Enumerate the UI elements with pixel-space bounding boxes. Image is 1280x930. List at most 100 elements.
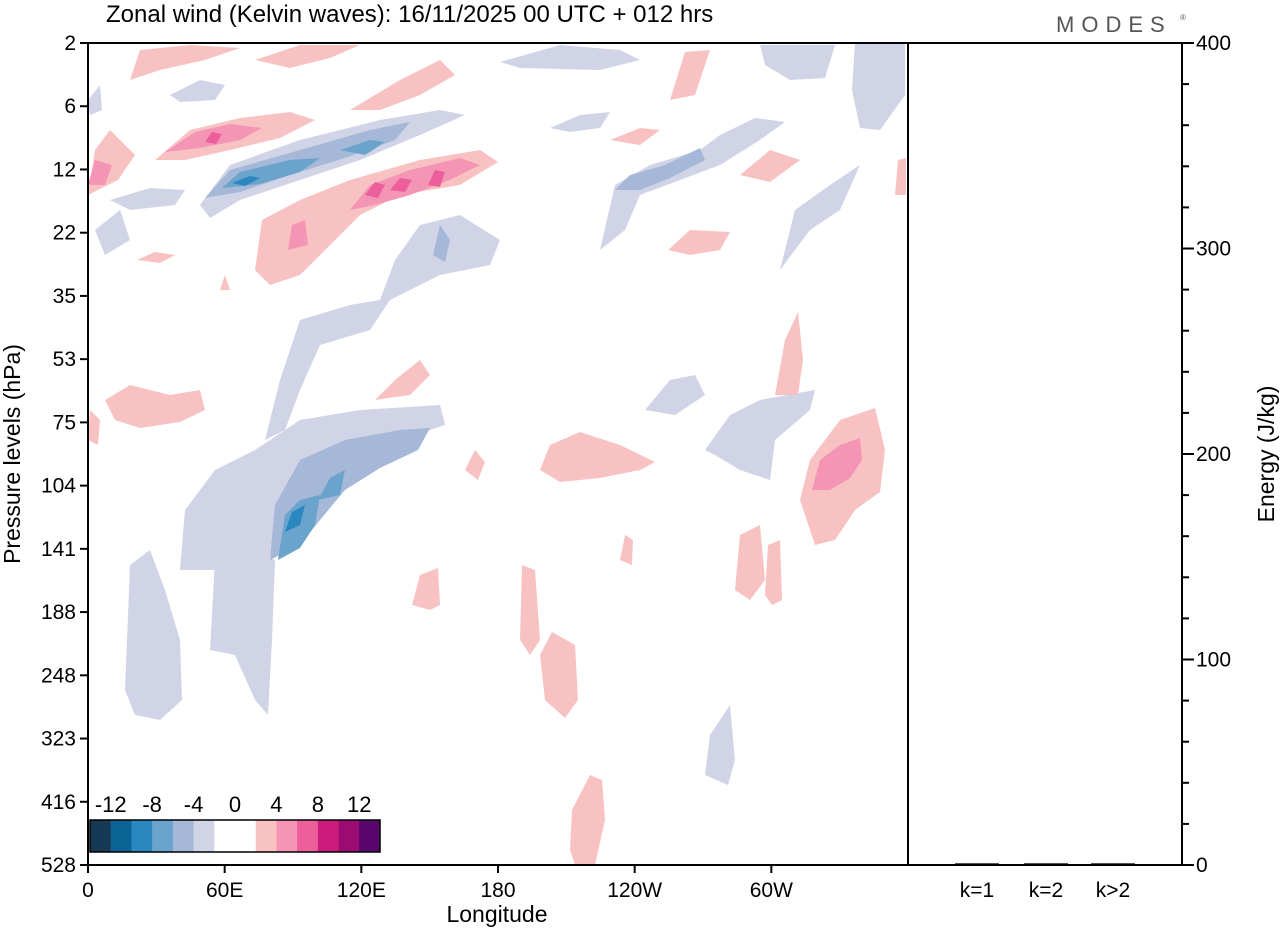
pos-contour-upper-band-l3c xyxy=(428,170,445,187)
pos-contour-upper-band-l2 xyxy=(350,158,480,210)
energy-tick-label: 0 xyxy=(1196,854,1208,877)
colorbar-swatch xyxy=(359,820,381,852)
pos-contour-mid-low-c xyxy=(540,632,578,718)
pos-contour-right-low-a xyxy=(735,525,765,600)
colorbar-label: 12 xyxy=(347,792,371,817)
pos-contour-small-d xyxy=(895,158,906,195)
colorbar-swatch xyxy=(193,820,215,852)
neg-contour-band-upper-a xyxy=(200,110,465,218)
pos-contour-top-left xyxy=(130,45,240,80)
pos-contour-mid-low-a xyxy=(412,568,440,610)
energy-bar xyxy=(1091,862,1135,864)
y-axis-title: Pressure levels (hPa) xyxy=(0,344,25,564)
energy-bar xyxy=(1024,862,1068,864)
neg-contour-right-lower-a xyxy=(645,375,705,415)
neg-contour-lower-core-l3b xyxy=(318,470,345,500)
pos-contour-upper-band-l3b xyxy=(390,178,412,192)
colorbar-label: 4 xyxy=(270,792,282,817)
pos-contour-upper-band-l2b xyxy=(288,220,308,250)
energy-tick-label: 300 xyxy=(1196,238,1231,261)
colorbar-swatch xyxy=(90,820,112,852)
pos-contour-top-center xyxy=(255,45,360,68)
neg-contour-top-right xyxy=(760,45,835,80)
energy-axis-title: Energy (J/kg) xyxy=(1253,386,1279,523)
y-tick-label: 323 xyxy=(41,728,76,751)
neg-contour-upper-right xyxy=(852,43,905,130)
neg-contour-right-lower-b xyxy=(705,390,815,480)
y-tick-label: 53 xyxy=(53,348,76,371)
energy-bar xyxy=(955,862,999,864)
pos-contour-right-mid-b xyxy=(465,450,485,480)
neg-contour-mid-l2 xyxy=(433,225,450,262)
pos-contour-left-edge-mid xyxy=(88,410,100,445)
y-tick-label: 2 xyxy=(64,32,76,55)
colorbar-swatch xyxy=(110,820,132,852)
colorbar-label: 8 xyxy=(312,792,324,817)
x-tick-label: 60E xyxy=(206,879,243,902)
x-tick-label: 120W xyxy=(607,879,662,902)
neg-contour-center-column xyxy=(265,215,500,440)
neg-contour-band-upper-b xyxy=(110,188,185,210)
neg-contour-lower-left-stem xyxy=(210,550,275,715)
pos-contour-right-tall xyxy=(775,312,803,395)
colorbar-label: 0 xyxy=(229,792,241,817)
y-tick-label: 188 xyxy=(41,601,76,624)
wavenumber-axis: k=1 k=2 k>2 xyxy=(960,879,1130,902)
neg-contour-right-upper-a xyxy=(550,112,610,132)
pos-contour-right-mid xyxy=(540,432,655,482)
pos-contour-right-low-b xyxy=(765,540,782,605)
x-tick-label: 120E xyxy=(337,879,386,902)
colorbar-swatch xyxy=(317,820,340,852)
y-tick-label: 12 xyxy=(53,158,76,181)
wavenumber-label: k=1 xyxy=(960,879,994,902)
contour-field xyxy=(88,43,906,865)
pos-contour-center-mid xyxy=(375,360,430,400)
energy-bars xyxy=(955,862,1135,864)
colorbar-swatch xyxy=(255,820,277,852)
neg-contour-lower-core-l3 xyxy=(278,495,320,560)
colorbar-swatch xyxy=(297,820,319,852)
x-axis-title: Longitude xyxy=(446,901,547,927)
pos-contour-small-c xyxy=(137,252,175,263)
neg-contour-left-upper xyxy=(170,80,225,102)
pos-contour-right-top xyxy=(740,150,800,182)
colorbar-label: -12 xyxy=(95,792,127,817)
energy-tick-label: 100 xyxy=(1196,649,1231,672)
x-tick-label: 0 xyxy=(82,879,94,902)
neg-contour-right-l2 xyxy=(615,148,705,190)
colorbar-swatch xyxy=(152,820,174,852)
x-tick-label: 180 xyxy=(480,879,515,902)
neg-contour-upper-core-l4 xyxy=(232,176,260,186)
neg-contour-right-upper-b xyxy=(600,118,785,250)
neg-contour-right-mid xyxy=(780,165,860,270)
colorbar-frame xyxy=(89,819,381,853)
modes-logo: MODES xyxy=(1056,12,1172,37)
colorbar-swatch xyxy=(131,820,153,852)
colorbar-swatch xyxy=(276,820,298,852)
neg-contour-left-edge xyxy=(88,85,102,115)
x-tick-label: 60W xyxy=(750,879,793,902)
chart-title: Zonal wind (Kelvin waves): 16/11/2025 00… xyxy=(106,1,713,28)
neg-contour-top-center xyxy=(500,45,640,70)
y-tick-label: 6 xyxy=(64,95,76,118)
longitude-axis: 0 60E 120E 180 120W 60W xyxy=(82,865,793,902)
y-tick-label: 416 xyxy=(41,791,76,814)
colorbar-label: -4 xyxy=(184,792,204,817)
colorbar-swatch xyxy=(172,820,195,852)
pos-contour-small-a xyxy=(620,535,633,565)
wavenumber-label: k>2 xyxy=(1096,879,1130,902)
neg-contour-lower-left-column xyxy=(125,550,182,720)
y-tick-label: 104 xyxy=(41,475,76,498)
colorbar-swatch xyxy=(338,820,360,852)
y-tick-label: 75 xyxy=(53,411,76,434)
y-tick-label: 248 xyxy=(41,664,76,687)
pos-contour-upper-band-l3 xyxy=(365,182,385,198)
pressure-axis: 2 6 12 22 35 53 75 104 141 188 248 323 416 528 xyxy=(41,32,88,877)
neg-contour-upper-core-l3b xyxy=(340,140,385,155)
y-tick-label: 528 xyxy=(41,854,76,877)
pos-contour-top-mid xyxy=(350,60,455,110)
colorbar: -12 -8 -4 0 4 8 12 xyxy=(89,792,381,853)
pos-contour-upper-right-b xyxy=(668,230,730,255)
colorbar-swatch xyxy=(235,820,257,852)
pos-contour-upper-right-c xyxy=(670,50,710,100)
